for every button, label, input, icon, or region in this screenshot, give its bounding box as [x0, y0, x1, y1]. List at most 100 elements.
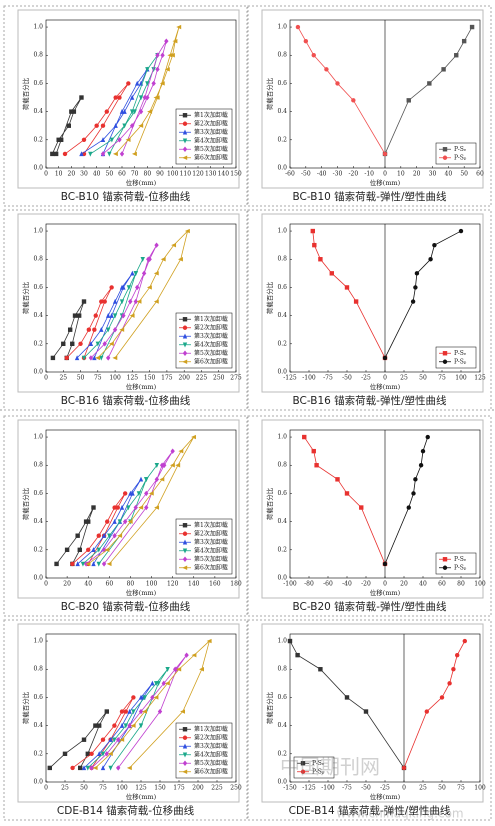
point — [133, 271, 139, 277]
y-tick-label: 0.8 — [33, 52, 43, 59]
point — [88, 355, 94, 361]
point — [302, 434, 307, 440]
y-tick-label: 1.0 — [33, 228, 43, 235]
series-line — [90, 244, 157, 359]
legend-label: 第1次加卸载 — [194, 725, 228, 733]
y-tick-label: 0.6 — [277, 284, 287, 291]
point — [170, 448, 175, 454]
y-tick-label: 0.4 — [277, 312, 287, 319]
point — [160, 52, 165, 58]
point — [462, 638, 467, 644]
point — [79, 151, 84, 157]
point — [160, 257, 166, 262]
point — [95, 355, 101, 361]
series-line — [77, 479, 142, 565]
point — [138, 723, 144, 729]
point — [71, 109, 77, 114]
legend-label: 第3次加卸载 — [194, 332, 228, 340]
point — [310, 228, 315, 234]
legend-marker — [182, 146, 188, 152]
point — [107, 533, 112, 539]
point — [109, 285, 114, 290]
x-tick-label: 20 — [68, 171, 76, 178]
point — [184, 228, 190, 234]
series-line — [72, 493, 126, 565]
point — [138, 505, 144, 510]
point — [199, 667, 204, 672]
legend-marker — [182, 735, 188, 740]
point — [150, 680, 155, 686]
point — [122, 518, 128, 525]
point — [140, 257, 145, 262]
x-tick-label: 25 — [59, 375, 67, 382]
point — [88, 341, 94, 347]
x-axis-label: 位移(mm) — [126, 178, 157, 187]
point — [81, 299, 87, 304]
series-line — [83, 683, 153, 769]
point — [295, 652, 300, 658]
legend — [175, 518, 233, 575]
legend-marker — [182, 317, 188, 322]
legend-label: 第4次加卸载 — [194, 546, 228, 554]
x-tick-label: -40 — [317, 171, 327, 178]
point — [153, 695, 159, 700]
point — [77, 547, 82, 553]
point — [344, 491, 350, 496]
y-tick-label: 0.2 — [277, 546, 287, 553]
x-tick-label: -80 — [304, 581, 314, 588]
point — [447, 681, 452, 686]
x-tick-label: 120 — [192, 171, 204, 178]
legend-label: P-Sₚ — [454, 358, 467, 365]
legend-marker — [442, 155, 448, 160]
point — [85, 751, 90, 757]
legend-marker — [442, 359, 448, 364]
x-tick-label: 100 — [474, 581, 486, 588]
point — [314, 463, 319, 468]
point — [91, 547, 96, 553]
x-axis-label: 位移(mm) — [370, 178, 401, 187]
x-tick-label: 80 — [457, 581, 465, 588]
y-axis-label: 荷载百分比 — [21, 487, 30, 520]
legend-label: P-Sₑ — [454, 146, 467, 153]
point — [130, 270, 135, 276]
point — [96, 547, 101, 553]
point — [147, 109, 153, 114]
x-tick-label: 175 — [173, 785, 185, 792]
x-tick-label: 60 — [106, 581, 114, 588]
point — [411, 491, 416, 496]
panel — [247, 5, 492, 207]
point — [89, 751, 94, 757]
legend-label: 第6次加卸载 — [194, 767, 228, 775]
y-tick-label: 0.6 — [33, 694, 43, 701]
x-tick-label: -100 — [283, 581, 297, 588]
y-tick-label: 1.0 — [277, 24, 287, 31]
series-line — [303, 436, 386, 565]
point — [107, 151, 112, 157]
x-tick-label: 20 — [413, 171, 421, 178]
point — [50, 151, 55, 157]
point — [130, 723, 136, 728]
point — [119, 722, 125, 728]
legend-label: 第5次加卸载 — [194, 759, 228, 767]
x-tick-label: 200 — [178, 375, 190, 382]
x-tick-label: 60 — [118, 171, 126, 178]
point — [115, 505, 120, 510]
point — [99, 327, 104, 332]
x-tick-label: 10 — [397, 171, 405, 178]
point — [169, 53, 175, 58]
series-line — [56, 507, 94, 565]
y-axis-label: 荷载百分比 — [265, 487, 274, 520]
legend-label: 第5次加卸载 — [194, 349, 228, 357]
point — [335, 477, 340, 482]
panel — [3, 415, 248, 617]
point — [136, 491, 142, 497]
point — [406, 505, 411, 510]
point — [85, 561, 91, 567]
point — [363, 709, 369, 714]
x-tick-label: -60 — [285, 171, 295, 178]
x-tick-label: -100 — [321, 785, 335, 792]
point — [81, 737, 87, 742]
point — [418, 463, 424, 468]
x-tick-label: 30 — [429, 171, 437, 178]
